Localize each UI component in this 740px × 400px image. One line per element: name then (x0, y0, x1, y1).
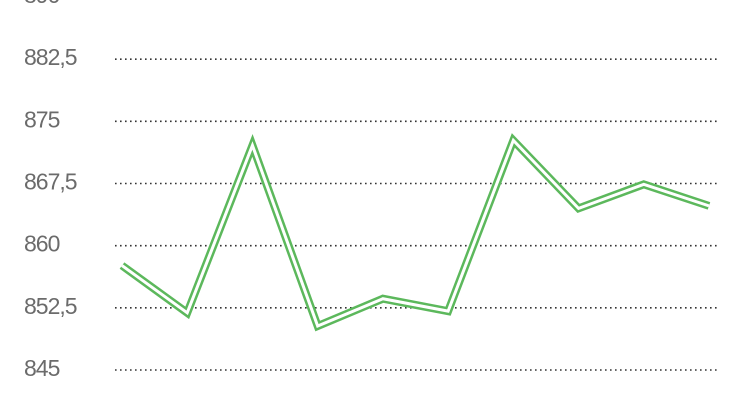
y-tick-label: 875 (24, 106, 60, 132)
y-tick-label: 845 (24, 355, 60, 381)
y-tick-label: 860 (24, 231, 60, 257)
y-tick-label: 882,5 (24, 44, 77, 70)
y-tick-label: 852,5 (24, 293, 77, 319)
y-tick-label: 867,5 (24, 169, 77, 195)
y-tick-label: 890 (24, 0, 60, 8)
line-outline (119, 133, 711, 332)
line-inner (121, 137, 710, 329)
